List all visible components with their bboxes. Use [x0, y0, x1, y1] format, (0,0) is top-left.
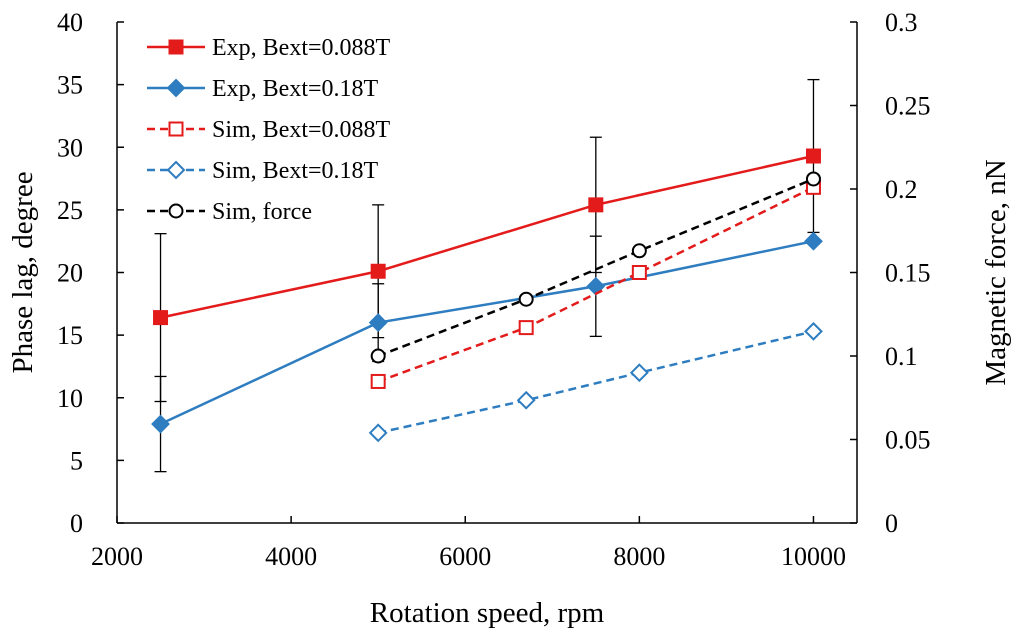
- data-point-exp-bext-0-18t: [368, 313, 388, 333]
- y-tick-label: 5: [70, 446, 83, 475]
- series-sim-force: [370, 171, 821, 364]
- legend-item: Exp, Bext=0.088T: [147, 35, 391, 61]
- y2-tick-label: 0.05: [885, 426, 931, 455]
- legend-label: Exp, Bext=0.18T: [212, 76, 379, 102]
- y2-tick-label: 0.2: [885, 175, 918, 204]
- legend: Exp, Bext=0.088T Exp, Bext=0.18T Sim, Bext…: [147, 35, 391, 225]
- series-group: [151, 148, 823, 443]
- data-point-exp-bext-0-088t: [370, 263, 386, 279]
- y-tick-label: 35: [57, 71, 83, 100]
- y-tick-label: 40: [57, 8, 83, 37]
- legend-label: Sim, force: [212, 199, 312, 225]
- legend-label: Exp, Bext=0.088T: [212, 35, 391, 61]
- data-point-exp-bext-0-088t: [588, 197, 604, 213]
- axes-group: [116, 21, 858, 524]
- y2-tick-label: 0: [885, 509, 898, 538]
- series-line-sim-bext-0-088t: [377, 186, 815, 383]
- y2-tick-label: 0.1: [885, 342, 918, 371]
- legend-item: Sim, force: [147, 199, 312, 225]
- y-tick-label: 0: [70, 509, 83, 538]
- data-point-sim-force: [518, 291, 534, 307]
- x-tick-label: 2000: [91, 542, 143, 571]
- data-point-exp-bext-0-088t: [805, 148, 821, 164]
- data-point-sim-bext-0-18t: [804, 321, 823, 341]
- data-point-sim-bext-0-18t: [516, 390, 536, 410]
- y-tick-label: 20: [57, 259, 83, 288]
- y2-tick-label: 0.15: [885, 259, 931, 288]
- data-point-exp-bext-0-18t: [151, 414, 170, 434]
- y-tick-label: 30: [57, 133, 83, 162]
- x-axis-title: Rotation speed, rpm: [370, 597, 605, 629]
- data-point-sim-bext-0-088t: [631, 265, 647, 280]
- x-tick-label: 6000: [439, 542, 491, 571]
- data-point-sim-force: [805, 171, 821, 187]
- legend-marker: [166, 78, 186, 98]
- data-point-exp-bext-0-18t: [804, 231, 823, 251]
- x-tick-label: 4000: [265, 542, 317, 571]
- series-sim-bext-0-18t: [368, 321, 823, 443]
- data-point-sim-force: [631, 243, 647, 259]
- y-tick-label: 25: [57, 196, 83, 225]
- y2-tick-label: 0.25: [885, 92, 931, 121]
- y-axis-title: Phase lag, degree: [7, 171, 39, 373]
- data-point-sim-bext-0-18t: [629, 363, 649, 383]
- x-tick-label: 10000: [781, 542, 846, 571]
- legend-marker: [168, 203, 184, 219]
- data-point-sim-force: [370, 348, 386, 364]
- series-line-exp-bext-0-18t: [160, 239, 814, 426]
- y2-axis-title: Magnetic force, nN: [980, 159, 1012, 385]
- data-point-sim-bext-0-088t: [370, 373, 386, 389]
- legend-marker: [168, 121, 184, 137]
- data-point-exp-bext-0-088t: [153, 310, 169, 326]
- legend-label: Sim, Bext=0.088T: [212, 117, 391, 143]
- legend-label: Sim, Bext=0.18T: [212, 158, 379, 184]
- legend-item: Sim, Bext=0.088T: [147, 117, 391, 143]
- y-tick-label: 15: [57, 321, 83, 350]
- data-point-sim-bext-0-088t: [518, 320, 534, 336]
- y-tick-label: 10: [57, 384, 83, 413]
- y2-tick-label: 0.3: [885, 8, 918, 37]
- series-line-exp-bext-0-088t: [160, 154, 814, 319]
- tick-labels-group: 2000 4000 6000 8000 10000 0 5 10 15 20 25 30 35 40 0 0.…: [57, 8, 931, 571]
- legend-marker: [168, 39, 184, 55]
- legend-item: Exp, Bext=0.18T: [147, 76, 379, 102]
- legend-item: Sim, Bext=0.18T: [147, 158, 379, 184]
- legend-marker: [166, 160, 186, 180]
- x-tick-label: 8000: [613, 542, 665, 571]
- series-exp-bext-0-088t: [153, 148, 821, 326]
- series-line-sim-bext-0-18t: [377, 330, 814, 435]
- data-point-sim-bext-0-18t: [368, 423, 388, 443]
- series-line-sim-force: [377, 177, 814, 358]
- series-exp-bext-0-18t: [151, 231, 823, 434]
